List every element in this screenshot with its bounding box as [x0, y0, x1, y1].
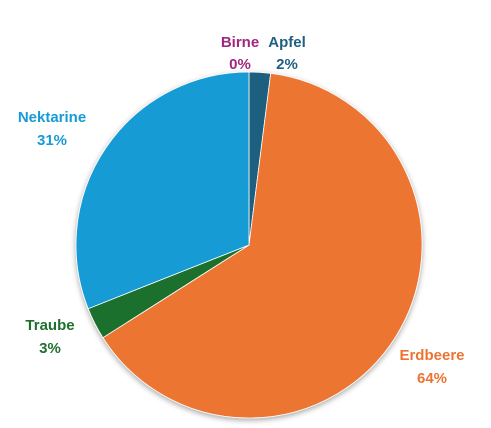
data-label-percent-apfel: 2% [276, 56, 298, 73]
data-label-category-traube: Traube [25, 317, 74, 334]
pie-labels: Apfel 2% Erdbeere 64% Traube 3% Nektarine 31% Bi… [18, 34, 465, 387]
data-label-percent-nektarine: 31% [37, 132, 67, 149]
data-label-category-erdbeere: Erdbeere [399, 347, 464, 364]
data-label-category-birne: Birne [221, 34, 259, 51]
data-label-category-apfel: Apfel [268, 34, 306, 51]
data-label-category-nektarine: Nektarine [18, 109, 86, 126]
pie-slice-nektarine [75, 71, 250, 310]
pie-slices [75, 71, 423, 419]
pie-slice-erdbeere [102, 72, 423, 419]
data-label-percent-traube: 3% [39, 340, 61, 357]
data-label-percent-birne: 0% [229, 56, 251, 73]
data-label-percent-erdbeere: 64% [417, 370, 447, 387]
